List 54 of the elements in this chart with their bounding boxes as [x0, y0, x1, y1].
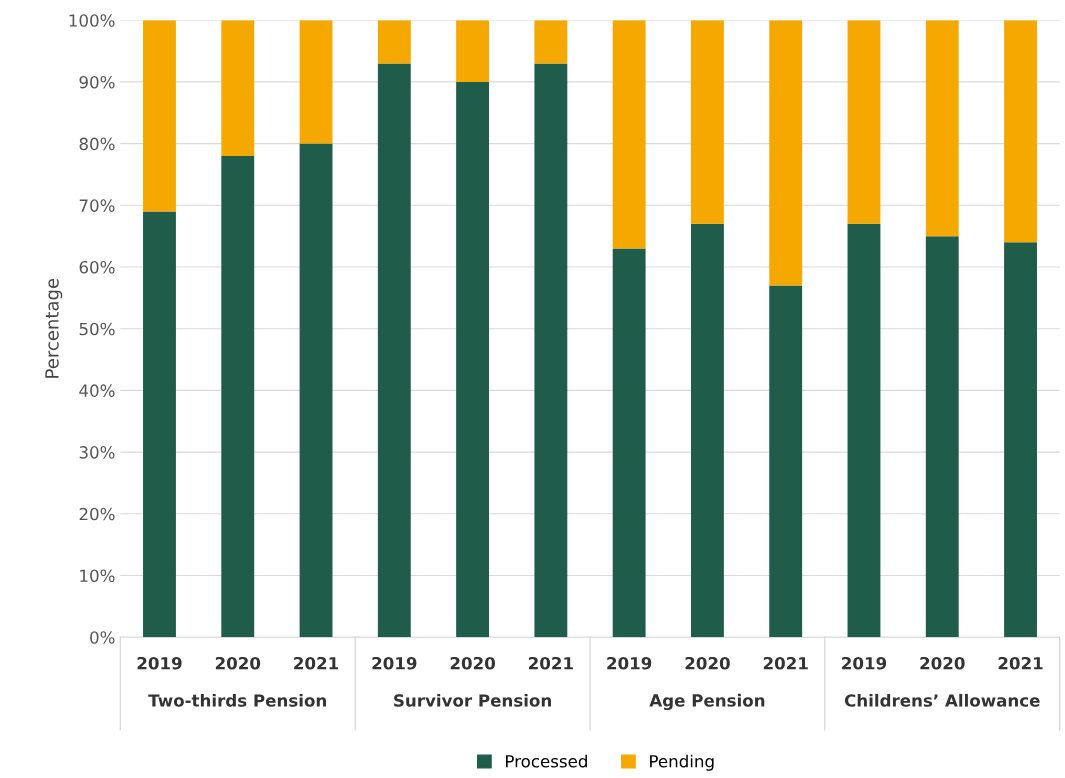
bar — [769, 20, 803, 286]
x-tick-label: 2019 — [607, 656, 652, 670]
text: Age Pension — [649, 693, 765, 711]
bar — [377, 63, 411, 638]
y-tick-label: 20% — [79, 507, 115, 521]
bar — [143, 20, 176, 212]
bar — [925, 236, 959, 638]
bar — [769, 285, 803, 638]
y-tick-label: 60% — [79, 260, 115, 274]
bar — [456, 81, 490, 638]
y-tick-label: 70% — [79, 199, 115, 212]
bar — [847, 223, 881, 638]
y-tick-label: 90% — [79, 75, 115, 89]
bar — [456, 20, 490, 82]
x-tick-label: 2021 — [529, 656, 573, 670]
bar — [534, 20, 568, 64]
bar — [925, 20, 959, 237]
x-tick-label: 2019 — [842, 656, 887, 670]
x-tick-label: 2020 — [685, 656, 730, 670]
y-tick-label: 40% — [79, 384, 115, 397]
x-tick-label: 2021 — [763, 656, 808, 670]
x-tick-label: 2019 — [137, 656, 182, 670]
bar — [612, 248, 646, 638]
bar — [377, 20, 411, 64]
bar — [221, 155, 255, 638]
y-tick-label: 50% — [79, 322, 115, 336]
bar — [612, 20, 646, 249]
bar — [299, 143, 333, 638]
x-tick-label: 2020 — [215, 656, 261, 670]
y-axis-title: Percentage — [45, 278, 63, 378]
x-tick-label: 2019 — [372, 656, 417, 670]
y-tick-label: 80% — [79, 137, 115, 151]
bar — [1004, 242, 1037, 638]
bar — [221, 20, 255, 156]
bar — [847, 20, 881, 224]
y-tick-label: 100% — [69, 14, 115, 27]
x-tick-label: 2021 — [998, 656, 1043, 670]
bar — [534, 63, 568, 638]
text: Childrens’ Allowance — [844, 693, 1040, 707]
bar — [1004, 20, 1037, 243]
x-tick-label: 2020 — [450, 656, 495, 670]
x-tick-label: 2021 — [294, 656, 339, 670]
y-tick-label: 0% — [90, 631, 115, 644]
bar — [143, 211, 176, 638]
bar — [690, 20, 724, 224]
y-tick-label: 10% — [80, 569, 115, 583]
bar — [690, 223, 724, 638]
text: Survivor Pension — [394, 693, 551, 707]
text: Two-thirds Pension — [148, 693, 326, 707]
bar — [299, 20, 333, 144]
legend-label: Processed — [506, 754, 587, 768]
x-tick-label: 2020 — [920, 656, 965, 670]
y-tick-label: 30% — [79, 446, 115, 459]
legend-label: Pending — [650, 754, 714, 771]
